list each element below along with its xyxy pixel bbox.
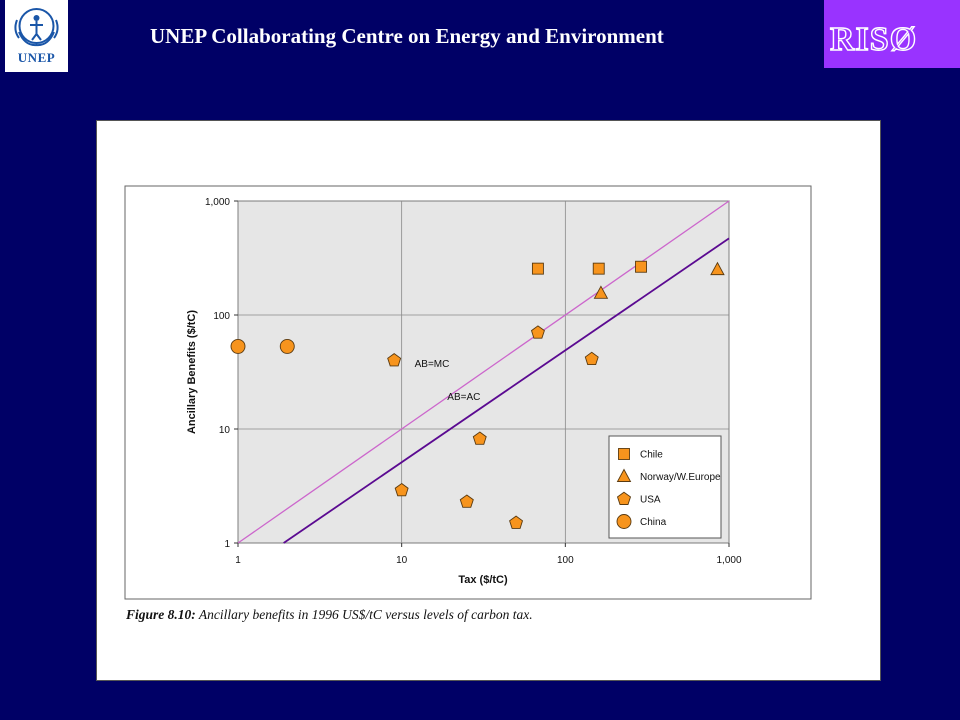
legend-marker-usa <box>616 491 632 505</box>
line-label: AB=MC <box>415 359 450 370</box>
riso-logo-text: RISØ <box>829 20 918 58</box>
point-chile <box>635 260 647 273</box>
axis-ticks: 1 10 100 1,000 1 10 100 1,000 <box>205 197 742 566</box>
x-tick-label: 100 <box>557 555 574 566</box>
legend-label-usa: USA <box>640 495 661 506</box>
page-title: UNEP Collaborating Centre on Energy and … <box>150 24 664 48</box>
point-usa <box>472 431 487 445</box>
point-usa <box>584 351 599 366</box>
point-usa <box>530 325 545 339</box>
point-chile <box>592 262 605 275</box>
unep-logo: UNEP <box>5 0 68 72</box>
legend-label-norway-w-europe: Norway/W.Europe <box>640 472 721 483</box>
point-usa <box>394 482 409 497</box>
x-tick-label: 1,000 <box>716 555 741 566</box>
legend-marker-china <box>616 514 632 529</box>
x-axis-label: Tax ($/tC) <box>458 574 508 586</box>
y-axis-label: Ancillary Benefits ($/tC) <box>186 310 198 434</box>
legend: Chile Norway/W.Europe USA China <box>608 435 722 539</box>
point-usa <box>387 353 402 367</box>
y-tick-label: 1 <box>224 539 230 550</box>
point-norway-w-europe <box>710 261 725 276</box>
reference-lines: AB=MC AB=AC <box>237 200 730 544</box>
point-usa <box>459 494 474 508</box>
legend-label-china: China <box>640 517 667 528</box>
caption-label: Figure 8.10: <box>126 607 196 622</box>
line-label: AB=AC <box>447 392 480 403</box>
line-ab-mc <box>237 200 730 544</box>
y-tick-label: 1,000 <box>205 197 230 208</box>
unep-logo-text: UNEP <box>17 50 56 65</box>
y-tick-label: 10 <box>219 425 231 436</box>
point-norway-w-europe <box>593 285 609 299</box>
unep-emblem-icon <box>14 8 59 47</box>
caption-text: Ancillary benefits in 1996 US$/tC versus… <box>198 607 533 622</box>
riso-logo: RISØ <box>824 0 960 68</box>
point-china <box>279 338 295 354</box>
figure-panel: AB=MC AB=AC 1 10 100 1,000 1 10 100 1,000 Tax ($… <box>96 120 881 681</box>
point-chile <box>531 262 544 275</box>
line-ab-ac <box>283 237 730 544</box>
legend-marker-chile <box>618 448 630 460</box>
point-usa <box>509 515 524 529</box>
x-tick-label: 1 <box>235 555 241 566</box>
figure-caption: Figure 8.10: Ancillary benefits in 1996 … <box>126 607 533 623</box>
point-china <box>230 338 246 354</box>
legend-label-chile: Chile <box>640 450 663 461</box>
scatter-chart: AB=MC AB=AC 1 10 100 1,000 1 10 100 1,000 Tax ($… <box>124 185 812 600</box>
data-points <box>230 260 725 529</box>
y-tick-label: 100 <box>213 311 230 322</box>
x-tick-label: 10 <box>396 555 408 566</box>
legend-marker-norway-w-europe <box>616 468 632 482</box>
